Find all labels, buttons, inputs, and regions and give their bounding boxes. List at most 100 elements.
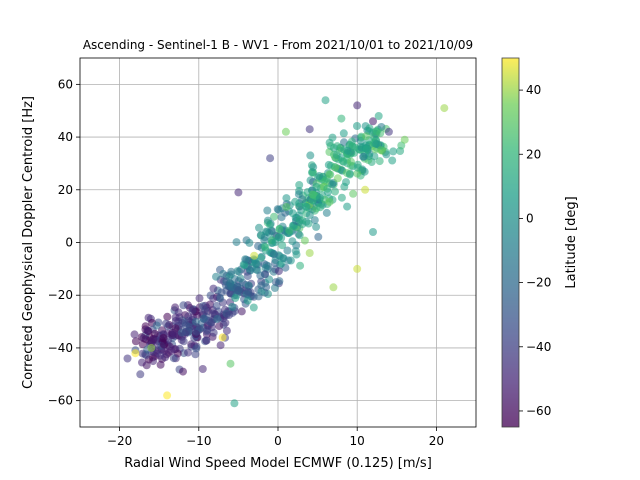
data-point — [274, 205, 283, 214]
data-point — [377, 146, 385, 155]
data-point — [156, 360, 165, 369]
data-point — [244, 281, 253, 290]
data-point — [301, 202, 310, 211]
colorbar-ticks: −60 −40 −20 0 20 40 — [519, 83, 551, 418]
data-point — [274, 233, 283, 242]
data-point — [321, 96, 330, 105]
data-point — [295, 181, 304, 189]
data-point — [322, 208, 331, 217]
data-point — [312, 222, 321, 231]
data-point — [219, 269, 228, 278]
data-point — [218, 333, 227, 342]
data-point — [234, 188, 243, 197]
data-point — [270, 284, 279, 292]
data-point — [337, 114, 346, 123]
data-point — [256, 271, 265, 280]
data-point — [233, 267, 242, 276]
data-point — [347, 157, 355, 166]
data-point — [325, 197, 334, 206]
data-point — [375, 157, 384, 166]
data-point — [202, 336, 211, 345]
data-point — [300, 236, 309, 245]
data-point — [275, 225, 284, 234]
colorbar-tick-label: 40 — [526, 83, 541, 97]
y-tick-label: 20 — [58, 183, 73, 197]
data-point — [329, 283, 338, 292]
data-point — [298, 195, 307, 204]
data-point — [288, 237, 297, 246]
data-point — [295, 216, 304, 224]
data-point — [142, 361, 151, 370]
data-point — [261, 264, 270, 272]
data-point — [149, 335, 158, 344]
data-point — [123, 354, 132, 363]
data-point — [309, 163, 318, 172]
data-point — [243, 296, 252, 305]
data-point — [331, 187, 339, 196]
data-point — [244, 287, 253, 296]
data-point — [304, 219, 313, 228]
y-tick-label: −40 — [48, 341, 73, 355]
data-point — [254, 292, 263, 301]
data-point — [283, 246, 292, 255]
data-point — [384, 127, 393, 136]
data-point — [222, 326, 231, 335]
data-point — [212, 301, 221, 310]
data-point — [224, 281, 233, 290]
data-point — [325, 170, 334, 179]
data-point — [400, 135, 409, 144]
colorbar-tick-label: 0 — [526, 211, 534, 225]
data-point — [213, 315, 222, 323]
data-point — [291, 197, 300, 206]
data-point — [147, 343, 156, 352]
data-point — [337, 193, 346, 202]
data-point — [312, 182, 321, 191]
data-point — [209, 328, 218, 337]
data-point — [263, 206, 272, 215]
data-point — [353, 122, 361, 130]
data-point — [361, 185, 370, 194]
data-point — [359, 152, 368, 161]
data-point — [199, 314, 208, 323]
colorbar-tick-label: −20 — [526, 276, 551, 290]
data-point — [192, 327, 201, 336]
data-point — [139, 334, 148, 343]
data-point — [345, 170, 354, 179]
data-point — [282, 194, 291, 203]
data-point — [163, 391, 172, 400]
data-point — [333, 174, 342, 183]
data-point — [156, 351, 165, 360]
x-axis-ticks: −20 −10 0 10 20 — [107, 427, 444, 448]
x-tick-label: −20 — [107, 434, 132, 448]
data-point — [305, 125, 314, 134]
data-point — [182, 327, 191, 336]
data-point — [230, 399, 239, 408]
data-point — [270, 250, 278, 259]
data-point — [192, 344, 201, 353]
x-tick-label: 0 — [274, 434, 282, 448]
data-point — [315, 172, 324, 180]
data-point — [343, 202, 352, 211]
data-point — [305, 211, 314, 219]
data-point — [249, 303, 258, 312]
data-point — [240, 261, 249, 270]
data-point — [179, 301, 188, 310]
data-point — [171, 313, 180, 322]
data-point — [257, 281, 266, 290]
data-point — [131, 349, 140, 358]
data-point — [169, 354, 178, 363]
x-tick-label: 20 — [429, 434, 444, 448]
data-point — [372, 140, 381, 148]
data-point — [342, 178, 350, 187]
data-point — [332, 151, 341, 159]
data-point — [266, 220, 274, 229]
data-point — [255, 223, 263, 232]
y-tick-label: 60 — [58, 77, 73, 91]
data-point — [131, 337, 140, 346]
data-point — [285, 226, 294, 235]
data-point — [201, 306, 210, 315]
data-point — [361, 144, 370, 153]
y-tick-label: 0 — [65, 236, 73, 250]
data-point — [207, 318, 215, 327]
data-point — [350, 148, 359, 157]
